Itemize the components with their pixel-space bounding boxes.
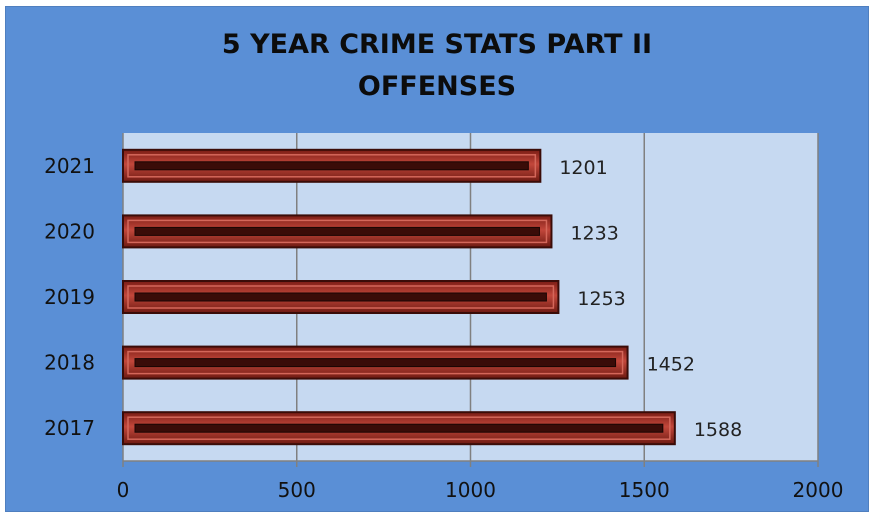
x-tick-label: 0: [117, 478, 130, 502]
bar-inner: [134, 226, 540, 236]
x-tick-label: 1500: [619, 478, 670, 502]
y-category-label: 2021: [44, 154, 95, 178]
bar-inner: [134, 358, 617, 368]
y-category-label: 2019: [44, 285, 95, 309]
bar-value-label: 1201: [559, 157, 607, 179]
y-category-label: 2020: [44, 219, 95, 243]
bar: [122, 148, 542, 183]
bar: [122, 411, 676, 446]
x-tick-label: 500: [278, 478, 316, 502]
bar-inner: [134, 423, 664, 433]
bar: [122, 214, 553, 249]
bar-value-label: 1452: [647, 354, 695, 376]
bar-value-label: 1253: [577, 288, 625, 310]
bar: [122, 345, 629, 380]
y-category-label: 2018: [44, 351, 95, 375]
x-tick-label: 1000: [445, 478, 496, 502]
y-category-label: 2017: [44, 416, 95, 440]
bar-value-label: 1233: [570, 222, 618, 244]
chart-title-line-2: OFFENSES: [357, 71, 517, 102]
bar-bevel: [127, 350, 624, 375]
bar-bevel: [127, 416, 671, 440]
bar-bevel: [127, 285, 555, 309]
bar-inner: [134, 161, 529, 171]
bar-inner: [134, 292, 547, 302]
chart-title-line-1: 5 YEAR CRIME STATS PART II: [221, 29, 653, 60]
bar-value-label: 1588: [694, 419, 742, 441]
bar-bevel: [127, 154, 537, 178]
bar: [122, 280, 560, 314]
x-tick-label: 2000: [793, 478, 844, 502]
bar-bevel: [127, 219, 548, 244]
